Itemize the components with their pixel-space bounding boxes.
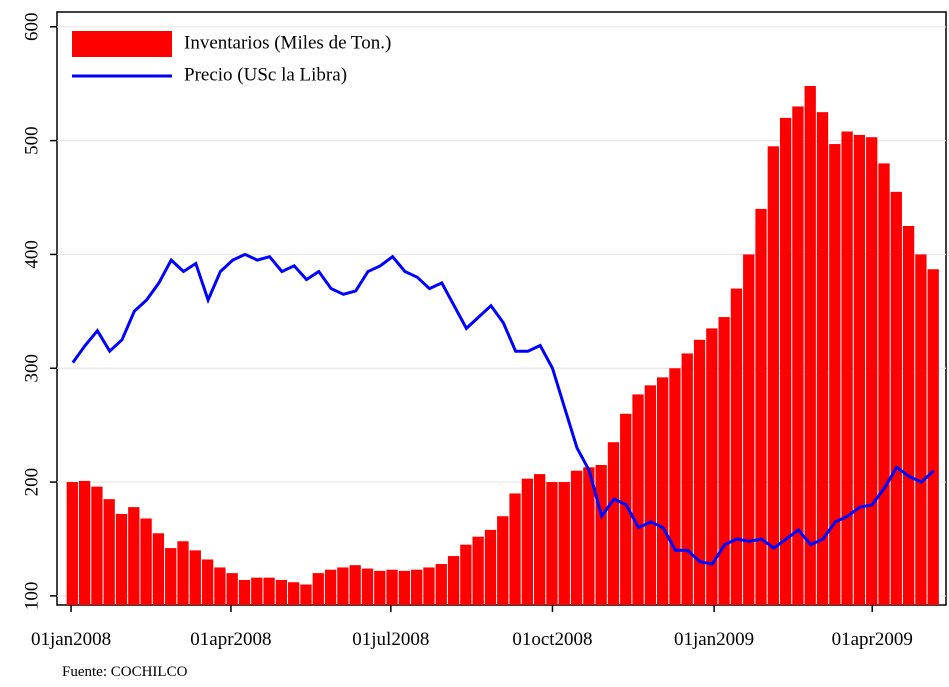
bar	[927, 269, 939, 605]
bar	[767, 146, 779, 605]
bar	[251, 577, 263, 605]
bar	[497, 516, 509, 605]
bar	[386, 569, 398, 605]
x-tick-label: 01jan2009	[674, 629, 754, 650]
bar	[558, 482, 570, 605]
bar	[915, 254, 927, 605]
bar	[472, 536, 484, 605]
y-tick-label: 200	[21, 468, 42, 497]
note: Fuente: COCHILCO	[62, 664, 188, 680]
y-tick-label: 400	[21, 240, 42, 269]
bar	[177, 541, 189, 605]
bar	[509, 493, 521, 605]
bar	[374, 570, 386, 605]
bar	[140, 518, 152, 605]
plot-data	[57, 26, 946, 606]
bar	[115, 513, 128, 605]
bar	[878, 163, 890, 605]
bar	[263, 577, 275, 605]
bar	[632, 394, 644, 605]
bar	[103, 499, 115, 605]
x-tick-label: 01apr2009	[832, 629, 913, 650]
bar	[595, 465, 607, 605]
y-tick-label: 500	[21, 126, 42, 155]
bar	[398, 570, 411, 605]
bar	[890, 191, 902, 605]
bar	[693, 339, 706, 605]
bar	[189, 550, 201, 605]
bar	[570, 470, 583, 605]
x-tick-label: 01oct2008	[512, 629, 592, 650]
bar	[681, 353, 693, 605]
bar	[816, 112, 829, 606]
bar	[620, 413, 632, 605]
bar	[521, 478, 534, 605]
bar	[546, 482, 558, 605]
bar	[644, 385, 656, 605]
bar	[214, 567, 226, 605]
bar	[423, 567, 435, 605]
bar	[238, 579, 251, 605]
y-tick-label: 600	[21, 13, 42, 42]
bar	[128, 507, 140, 605]
bar	[583, 467, 595, 605]
bar	[792, 106, 804, 606]
bar	[78, 480, 91, 605]
bar	[755, 208, 767, 605]
x-tick-label: 01jul2008	[352, 629, 429, 650]
bar	[607, 442, 620, 605]
bar	[275, 579, 288, 605]
bar	[804, 85, 816, 605]
legend-swatch	[72, 31, 172, 57]
bar	[324, 569, 337, 605]
bar	[361, 568, 374, 605]
bar	[743, 254, 755, 605]
bar	[669, 368, 681, 605]
y-tick-label: 100	[21, 582, 42, 611]
bar	[337, 567, 349, 605]
legend-label: Inventarios (Miles de Ton.)	[184, 32, 391, 53]
bar	[853, 134, 866, 605]
bar	[66, 482, 78, 605]
x-tick-label: 01jan2008	[31, 629, 111, 650]
bar	[165, 548, 177, 605]
bar	[718, 317, 730, 605]
bar	[534, 474, 546, 605]
x-tick-label: 01apr2008	[190, 629, 271, 650]
bar	[829, 144, 841, 606]
bar	[300, 584, 312, 605]
legend-label: Precio (USc la Libra)	[184, 64, 347, 85]
bar	[312, 573, 324, 605]
bar	[201, 559, 214, 605]
bar	[841, 131, 853, 605]
bar	[902, 225, 915, 605]
bar	[435, 564, 447, 605]
bar	[460, 544, 472, 605]
bar	[91, 486, 103, 605]
bar	[288, 582, 300, 605]
bar	[706, 328, 718, 605]
bar	[779, 117, 792, 606]
bar	[484, 529, 497, 605]
bar	[226, 573, 238, 605]
bar	[349, 565, 361, 605]
bar	[866, 137, 878, 605]
bar	[656, 377, 669, 605]
bar	[152, 533, 165, 605]
line	[71, 252, 935, 566]
bar	[411, 569, 423, 605]
y-tick-label: 300	[21, 354, 42, 383]
bar	[730, 288, 743, 605]
bar	[447, 556, 460, 605]
